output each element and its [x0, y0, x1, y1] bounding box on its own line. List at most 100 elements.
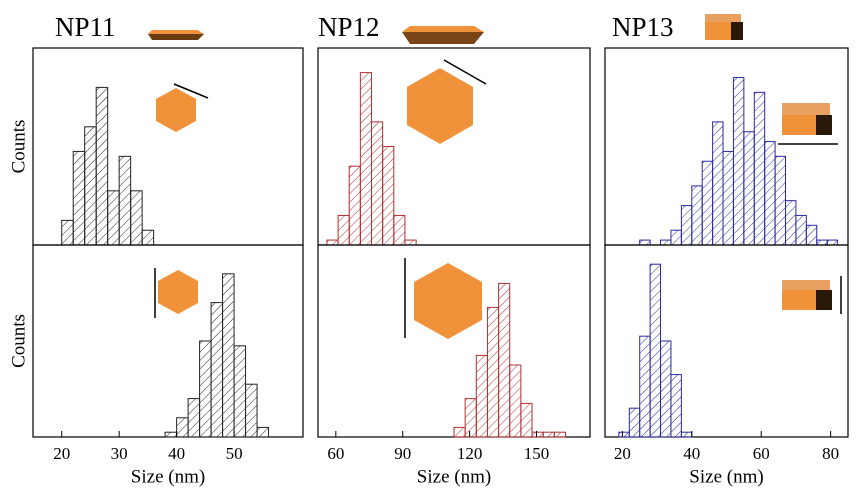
- histogram-bar: [826, 239, 839, 246]
- histogram-bar: [84, 126, 97, 246]
- block-side: [731, 22, 743, 40]
- histogram-bar: [498, 282, 511, 438]
- histogram-bar: [393, 214, 406, 246]
- histogram-bar: [712, 121, 724, 246]
- histogram-bar: [743, 131, 755, 246]
- histogram-bar: [722, 150, 734, 246]
- x-tick-label: 80: [822, 444, 839, 463]
- histogram-bar: [222, 273, 235, 438]
- histogram-bar: [187, 398, 201, 438]
- histogram-bar: [326, 239, 339, 246]
- hexagon: [156, 88, 196, 132]
- histogram-bar: [670, 374, 682, 438]
- histogram-bar: [486, 306, 500, 438]
- x-axis-label: Size (nm): [689, 466, 763, 487]
- histogram-bar: [732, 77, 745, 246]
- arrow: [443, 59, 487, 85]
- histogram-bar: [628, 407, 641, 438]
- histogram-bar: [691, 185, 703, 246]
- x-tick-label: 90: [394, 444, 411, 463]
- histogram-bar: [520, 402, 533, 438]
- y-axis-label: Counts: [8, 120, 29, 174]
- x-tick-label: 20: [614, 444, 631, 463]
- histogram-bar: [618, 431, 630, 438]
- histogram-bar: [164, 431, 178, 438]
- histogram-bar: [130, 190, 143, 246]
- histogram-bar: [660, 340, 672, 438]
- block-side: [816, 115, 832, 135]
- block-front: [705, 22, 731, 40]
- histogram-bar: [404, 239, 417, 246]
- histogram-bar: [371, 121, 384, 246]
- histogram-bar: [639, 335, 651, 438]
- histogram-bar: [649, 263, 662, 438]
- x-tick-label: 60: [753, 444, 770, 463]
- arrow: [173, 83, 209, 99]
- block-top: [782, 103, 830, 117]
- histogram-bar: [774, 155, 787, 246]
- histogram-bar: [660, 239, 672, 246]
- histogram-bar: [680, 431, 693, 438]
- block-front: [782, 290, 816, 310]
- x-axis-label: Size (nm): [131, 466, 205, 487]
- histogram-bar: [199, 340, 212, 438]
- block-top: [705, 14, 741, 24]
- panel-frame: [32, 244, 304, 438]
- x-axis-label: Size (nm): [417, 466, 491, 487]
- histogram-bar: [805, 224, 818, 246]
- prism-side: [148, 34, 204, 40]
- histogram-bar: [785, 200, 797, 246]
- histogram-bar: [118, 155, 132, 246]
- histogram-bar: [464, 398, 477, 438]
- histogram-bar: [701, 160, 714, 246]
- histogram-bar: [176, 417, 189, 438]
- histogram-bar: [453, 426, 466, 438]
- x-tick-label: 120: [457, 444, 483, 463]
- histogram-bar: [348, 165, 361, 246]
- histogram-bar: [245, 383, 258, 438]
- x-tick-label: 50: [226, 444, 243, 463]
- panel-title: NP12: [318, 12, 380, 42]
- histogram-bar: [210, 302, 224, 438]
- histogram-bar: [680, 205, 693, 246]
- histogram-bar: [256, 426, 270, 438]
- x-tick-label: 150: [524, 444, 550, 463]
- histogram-bar: [233, 345, 247, 438]
- histogram-bar: [764, 141, 776, 246]
- histogram-bar: [816, 239, 828, 246]
- illustrations: [148, 14, 832, 339]
- prism-side: [402, 32, 484, 44]
- hexagon: [407, 68, 473, 144]
- histogram-bar: [639, 239, 651, 246]
- histogram-bar: [753, 91, 766, 246]
- block-side: [816, 290, 832, 310]
- histogram-bar: [61, 219, 74, 246]
- panel-title: NP13: [612, 12, 674, 42]
- histogram-bar: [107, 190, 120, 246]
- histogram-bar: [542, 431, 555, 438]
- block-front: [782, 115, 816, 135]
- x-tick-label: 30: [111, 444, 128, 463]
- hexagon: [414, 263, 482, 339]
- hexagon: [158, 270, 198, 314]
- histogram-bar: [795, 214, 807, 246]
- histogram-bar: [359, 72, 373, 246]
- x-tick-label: 40: [683, 444, 700, 463]
- y-axis-label: Counts: [8, 314, 29, 368]
- histogram-bar: [141, 229, 155, 246]
- panel-frame: [604, 244, 849, 438]
- histogram-bar: [509, 364, 522, 438]
- x-tick-label: 40: [168, 444, 185, 463]
- histogram-bar: [382, 146, 395, 246]
- histogram-bar: [72, 150, 86, 246]
- histogram-bar: [95, 86, 109, 246]
- x-tick-label: 60: [327, 444, 344, 463]
- x-tick-label: 20: [53, 444, 70, 463]
- histogram-bar: [475, 354, 488, 438]
- panel-title: NP11: [55, 12, 116, 42]
- arrows: [154, 59, 842, 338]
- histogram-bar: [670, 229, 682, 246]
- block-top: [782, 280, 830, 292]
- histogram-bar: [553, 431, 566, 438]
